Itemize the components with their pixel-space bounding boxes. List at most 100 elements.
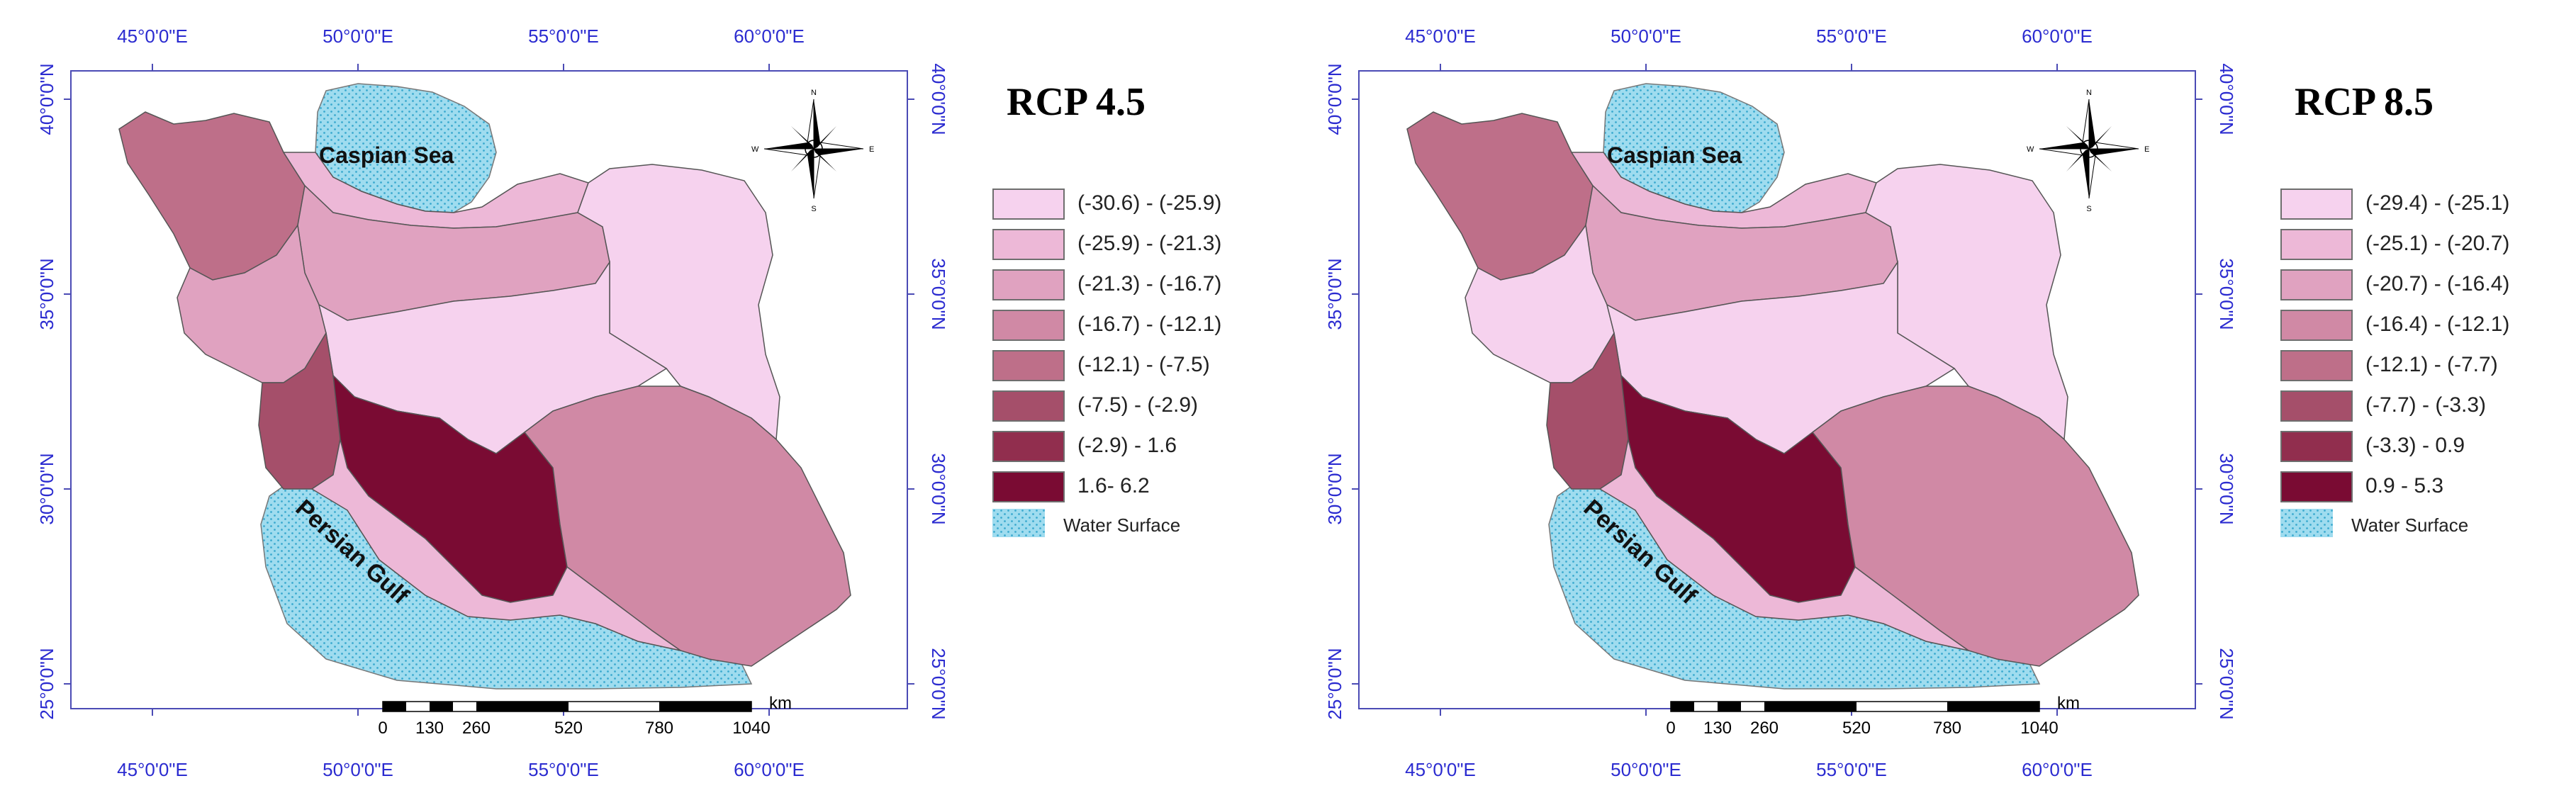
- legend-label: (-30.6) - (-25.9): [1077, 191, 1222, 215]
- water-surface-swatch: [992, 509, 1045, 537]
- legend-item: (-7.5) - (-2.9): [992, 388, 1276, 428]
- legend-swatch: [992, 390, 1065, 422]
- panel-title: RCP 4.5: [1007, 80, 1146, 124]
- legend-item-water: Water Surface: [2280, 509, 2564, 549]
- legend-item: (-16.4) - (-12.1): [2280, 307, 2564, 347]
- legend-label: (-7.7) - (-3.3): [2365, 393, 2487, 417]
- region-south-coast: [310, 439, 681, 651]
- svg-text:E: E: [869, 145, 874, 154]
- lon-label-top: 45°0'0"E: [1405, 26, 1476, 47]
- svg-text:S: S: [2086, 205, 2091, 213]
- legend: (-29.4) - (-25.1) (-25.1) - (-20.7) (-20…: [2280, 186, 2564, 549]
- svg-text:0: 0: [378, 719, 387, 738]
- lat-label-left: 35°0'0"N: [36, 258, 57, 330]
- svg-text:W: W: [751, 145, 759, 154]
- lon-label-top: 45°0'0"E: [117, 26, 188, 47]
- lat-label-right: 35°0'0"N: [928, 258, 949, 330]
- legend-item: (-21.3) - (-16.7): [992, 266, 1276, 307]
- legend-label: (-20.7) - (-16.4): [2365, 272, 2510, 296]
- lon-label-bottom: 60°0'0"E: [734, 759, 805, 780]
- legend-swatch: [992, 229, 1065, 260]
- svg-text:260: 260: [462, 719, 491, 738]
- water-surface-swatch: [2280, 509, 2333, 537]
- legend-swatch: [2280, 390, 2353, 422]
- lat-label-right: 35°0'0"N: [2216, 258, 2237, 330]
- map-svg: 45°0'0"E 50°0'0"E 55°0'0"E 60°0'0"E 45°0…: [1324, 26, 2237, 780]
- legend-item: (-3.3) - 0.9: [2280, 428, 2564, 468]
- lon-label-bottom: 50°0'0"E: [1611, 759, 1681, 780]
- lat-label-right: 40°0'0"N: [2216, 63, 2237, 135]
- lon-label-top: 60°0'0"E: [734, 26, 805, 47]
- legend-label: 0.9 - 5.3: [2365, 474, 2444, 497]
- compass-rose-icon: N S E W: [751, 89, 874, 213]
- svg-text:130: 130: [415, 719, 444, 738]
- map-svg: 45°0'0"E 50°0'0"E 55°0'0"E 60°0'0"E 45°0…: [36, 26, 949, 780]
- legend-swatch: [2280, 471, 2353, 502]
- legend-swatch: [2280, 431, 2353, 462]
- legend: (-30.6) - (-25.9) (-25.9) - (-21.3) (-21…: [992, 186, 1276, 549]
- legend-label: (-25.1) - (-20.7): [2365, 232, 2510, 255]
- legend-item: (-25.9) - (-21.3): [992, 226, 1276, 266]
- legend-label: (-16.7) - (-12.1): [1077, 313, 1222, 336]
- lat-label-right: 25°0'0"N: [928, 648, 949, 719]
- lon-label-bottom: 45°0'0"E: [117, 759, 188, 780]
- lat-label-left: 35°0'0"N: [1324, 258, 1345, 330]
- svg-text:1040: 1040: [2020, 719, 2058, 738]
- legend-item: (-12.1) - (-7.5): [992, 347, 1276, 388]
- map-panel-rcp45: 45°0'0"E 50°0'0"E 55°0'0"E 60°0'0"E 45°0…: [36, 26, 1276, 780]
- water-surface-label: Water Surface: [1063, 514, 1181, 536]
- scale-bar: km 0 130 260 520 780 1040: [1666, 694, 2080, 738]
- legend-swatch: [2280, 350, 2353, 381]
- frame-ticks: [64, 64, 914, 716]
- svg-text:E: E: [2144, 145, 2149, 154]
- caspian-sea-label: Caspian Sea: [319, 142, 454, 168]
- lat-label-right: 40°0'0"N: [928, 63, 949, 135]
- scale-unit: km: [769, 694, 792, 713]
- svg-text:520: 520: [1842, 719, 1871, 738]
- caspian-sea-label: Caspian Sea: [1607, 142, 1742, 168]
- legend-swatch: [992, 471, 1065, 502]
- legend-swatch: [2280, 310, 2353, 341]
- legend-label: 1.6- 6.2: [1077, 474, 1150, 497]
- lat-label-left: 40°0'0"N: [1324, 63, 1345, 135]
- lat-label-right: 30°0'0"N: [928, 453, 949, 524]
- legend-label: (-25.9) - (-21.3): [1077, 232, 1222, 255]
- region-south-coast: [1598, 439, 1969, 651]
- legend-label: (-12.1) - (-7.5): [1077, 353, 1210, 376]
- legend-item: 1.6- 6.2: [992, 468, 1276, 509]
- lat-label-left: 25°0'0"N: [1324, 648, 1345, 719]
- legend-swatch: [2280, 189, 2353, 220]
- legend-label: (-12.1) - (-7.7): [2365, 353, 2498, 376]
- scale-unit: km: [2057, 694, 2080, 713]
- lon-label-top: 50°0'0"E: [323, 26, 393, 47]
- svg-text:W: W: [2027, 145, 2034, 154]
- regions: [1406, 111, 2139, 667]
- legend-label: (-29.4) - (-25.1): [2365, 191, 2510, 215]
- lat-label-left: 40°0'0"N: [36, 63, 57, 135]
- legend-item: 0.9 - 5.3: [2280, 468, 2564, 509]
- svg-text:130: 130: [1703, 719, 1732, 738]
- legend-label: (-3.3) - 0.9: [2365, 434, 2465, 457]
- legend-swatch: [992, 350, 1065, 381]
- legend-swatch: [992, 431, 1065, 462]
- legend-swatch: [992, 189, 1065, 220]
- svg-text:N: N: [2086, 89, 2092, 97]
- water-surface-label: Water Surface: [2351, 514, 2469, 536]
- legend-item: (-30.6) - (-25.9): [992, 186, 1276, 226]
- lon-label-top: 55°0'0"E: [1816, 26, 1887, 47]
- lat-label-left: 30°0'0"N: [36, 453, 57, 524]
- legend-item: (-7.7) - (-3.3): [2280, 388, 2564, 428]
- lon-label-top: 55°0'0"E: [528, 26, 599, 47]
- lon-label-top: 50°0'0"E: [1611, 26, 1681, 47]
- legend-label: (-16.4) - (-12.1): [2365, 313, 2510, 336]
- lat-label-right: 30°0'0"N: [2216, 453, 2237, 524]
- svg-text:780: 780: [1933, 719, 1961, 738]
- lat-label-left: 30°0'0"N: [1324, 453, 1345, 524]
- svg-text:0: 0: [1666, 719, 1675, 738]
- legend-label: (-2.9) - 1.6: [1077, 434, 1177, 457]
- regions: [118, 111, 851, 667]
- scale-bar: km 0 130 260 520 780 1040: [378, 694, 792, 738]
- panel-title: RCP 8.5: [2295, 80, 2434, 124]
- legend-swatch: [992, 269, 1065, 300]
- lon-label-bottom: 60°0'0"E: [2022, 759, 2093, 780]
